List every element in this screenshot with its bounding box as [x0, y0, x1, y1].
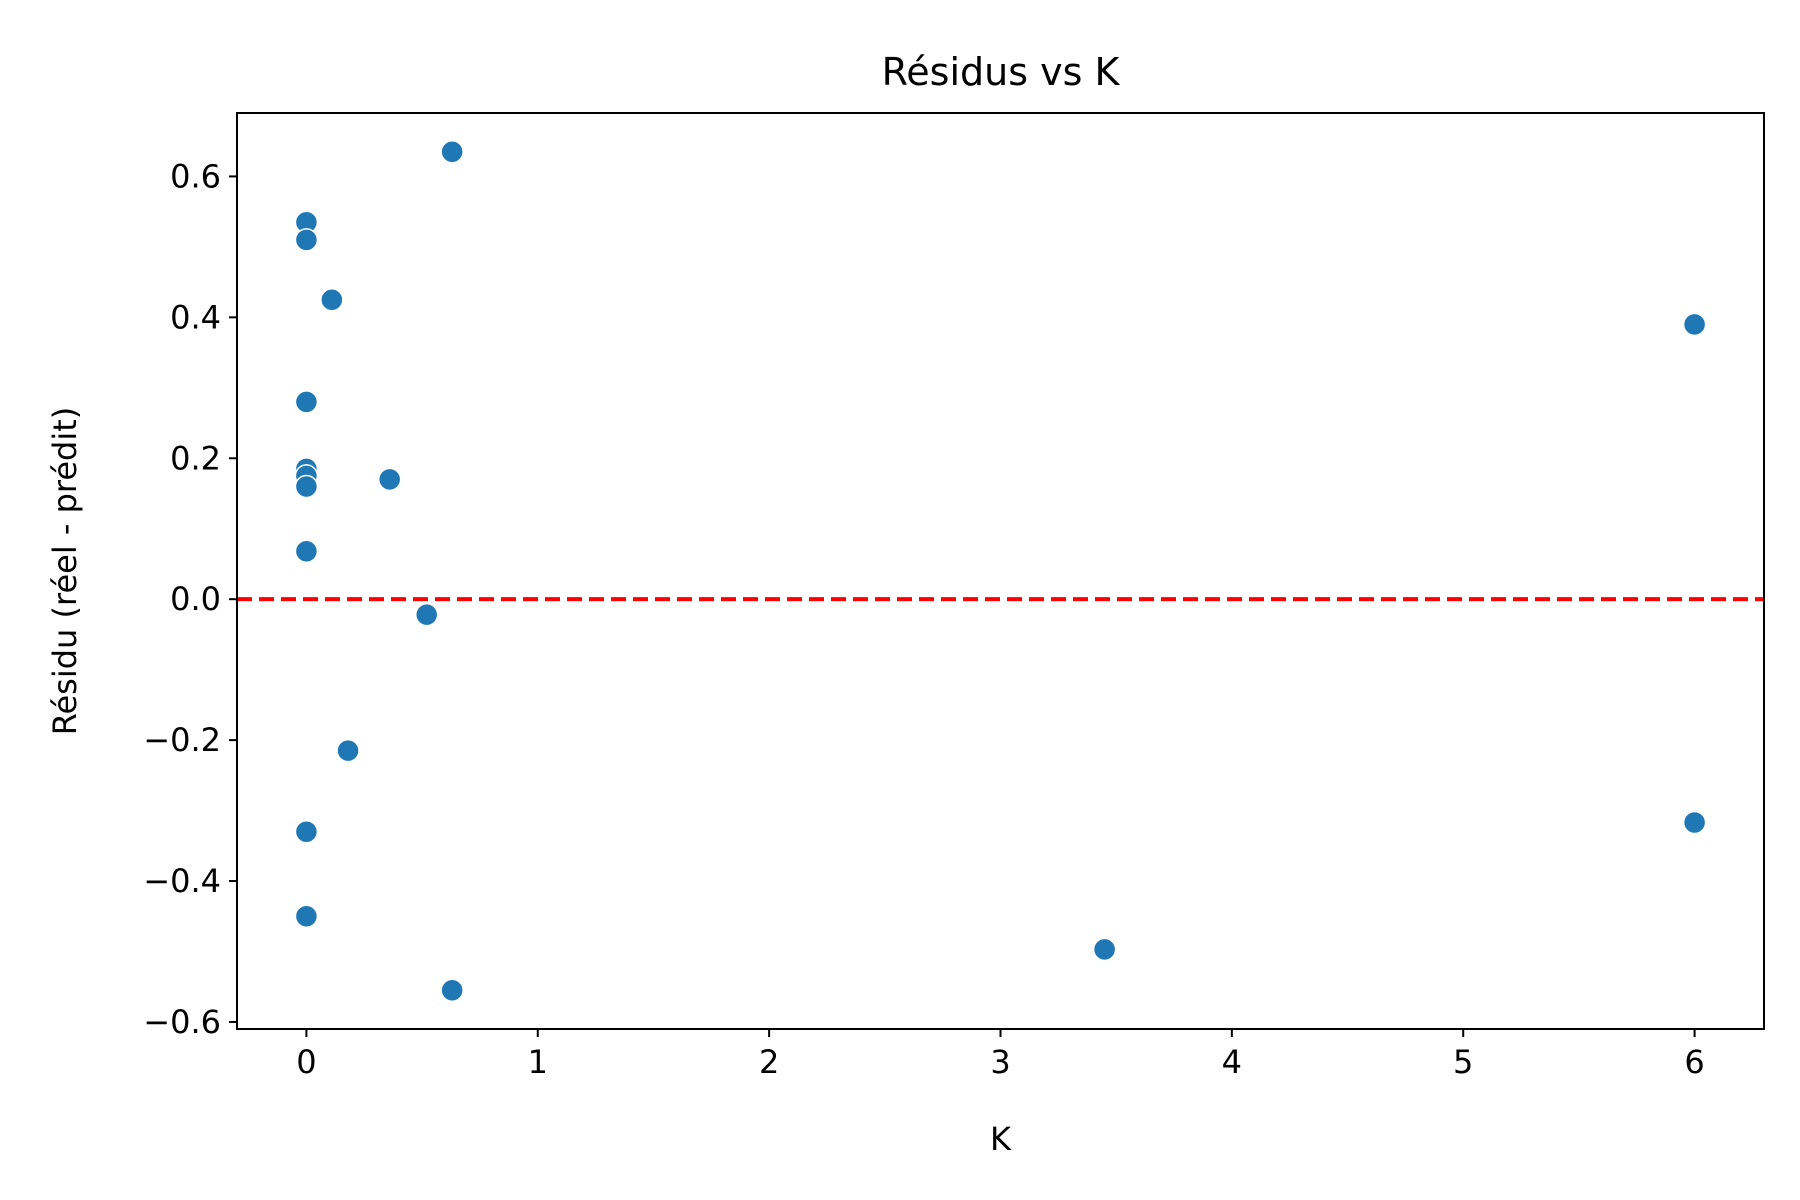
data-point [440, 978, 464, 1002]
x-tick-label: 3 [990, 1043, 1010, 1081]
x-tick-label: 2 [759, 1043, 779, 1081]
y-axis-title: Résidu (réel - prédit) [46, 407, 84, 736]
chart-title: Résidus vs K [882, 50, 1121, 94]
x-axis-title: K [990, 1120, 1012, 1158]
y-tick-label: −0.6 [143, 1003, 221, 1041]
x-tick-label: 0 [296, 1043, 316, 1081]
data-point [294, 539, 319, 564]
y-axis-ticks: −0.6 −0.4 −0.2 0.0 0.2 0.4 0.6 [143, 157, 237, 1041]
y-tick-label: 0.4 [170, 298, 221, 336]
y-tick-label: −0.2 [143, 721, 221, 759]
data-point [1682, 810, 1707, 835]
plot-area-frame [236, 112, 1765, 1030]
data-point [440, 140, 464, 164]
y-tick-label: −0.4 [143, 862, 221, 900]
y-tick-label: 0.0 [170, 580, 221, 618]
data-point [1682, 312, 1707, 337]
data-point [1092, 937, 1117, 962]
y-tick-label: 0.2 [170, 439, 221, 477]
x-tick-label: 6 [1684, 1043, 1704, 1081]
data-point [336, 738, 360, 763]
x-tick-label: 5 [1453, 1043, 1473, 1081]
y-tick-label: 0.6 [170, 157, 221, 195]
data-point [294, 819, 319, 844]
data-point [320, 287, 344, 312]
x-axis-ticks: 0 1 2 3 4 5 6 [296, 1029, 1705, 1081]
data-point [294, 228, 319, 252]
data-point [294, 390, 319, 414]
x-tick-label: 4 [1222, 1043, 1242, 1081]
data-point [294, 474, 319, 499]
data-point [294, 904, 319, 929]
data-points-layer [294, 140, 1707, 1002]
data-point [414, 602, 439, 627]
x-tick-label: 1 [528, 1043, 548, 1081]
data-point [377, 467, 402, 492]
